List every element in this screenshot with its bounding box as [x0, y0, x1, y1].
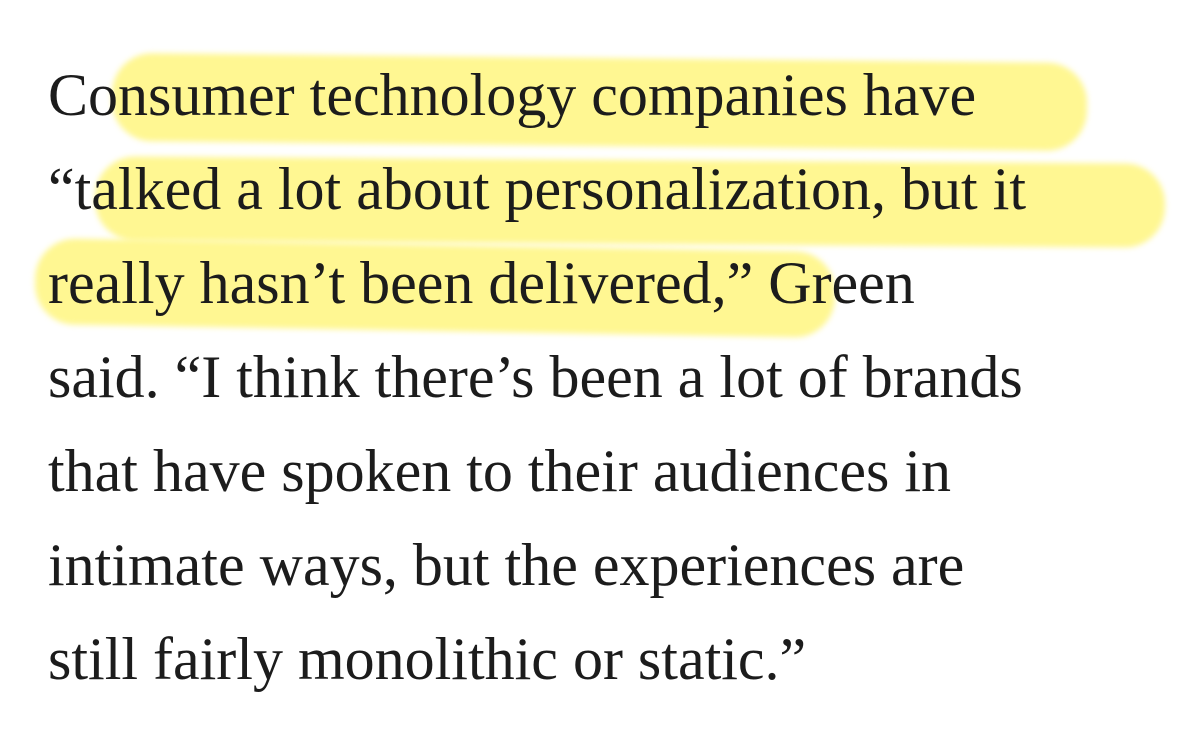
text-line: that have spoken to their audiences in: [48, 438, 952, 504]
text-line: Consumer technology companies have: [48, 62, 977, 128]
paragraph: Consumer technology companies have “talk…: [48, 48, 1026, 706]
text-line: really hasn’t been delivered,” Green: [48, 250, 915, 316]
text-line: “talked a lot about personalization, but…: [48, 156, 1027, 222]
text-line: said. “I think there’s been a lot of bra…: [48, 344, 1023, 410]
text-line: intimate ways, but the experiences are: [48, 532, 965, 598]
text-line: still fairly monolithic or static.”: [48, 626, 807, 692]
